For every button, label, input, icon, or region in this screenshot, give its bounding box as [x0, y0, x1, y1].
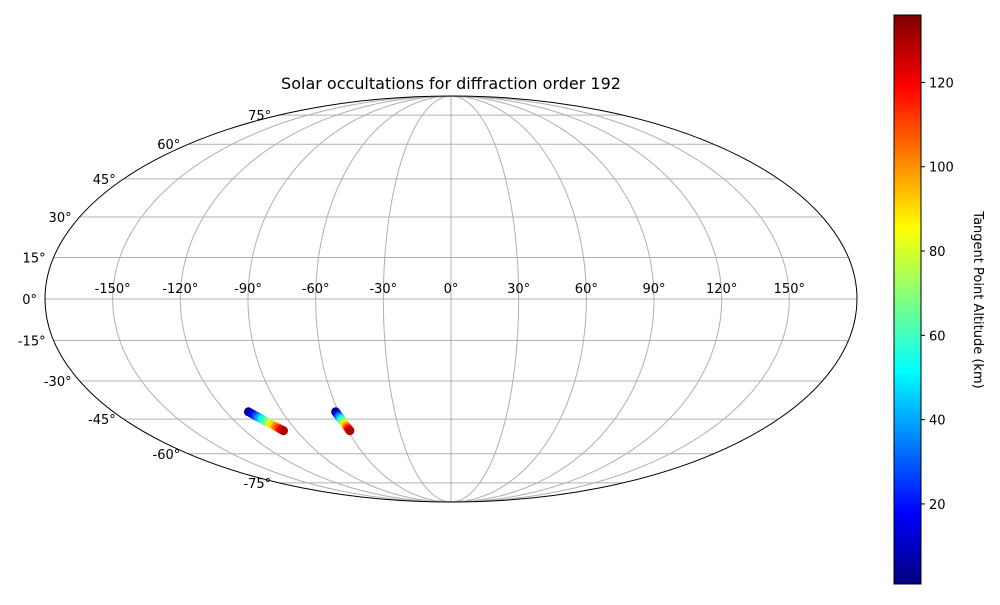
longitude-tick-labels: -150° -120° -90° -60° -30° 0° 30° 60° 90° 120° 150…: [95, 282, 805, 297]
occultation-point: [345, 426, 355, 436]
longitude-tick-label: 0°: [444, 282, 459, 297]
colorbar-gradient: [894, 15, 921, 584]
colorbar-label: Tangent Point Altitude (km): [970, 210, 985, 388]
longitude-tick-label: -90°: [234, 282, 262, 297]
latitude-tick-label: 45°: [93, 173, 116, 188]
latitude-tick-label: -60°: [153, 448, 181, 463]
longitude-tick-label: 60°: [575, 282, 598, 297]
data-points: [243, 407, 355, 436]
latitude-tick-label: 15°: [23, 251, 46, 266]
longitude-tick-label: 30°: [507, 282, 530, 297]
latitude-tick-label: -15°: [18, 335, 46, 350]
colorbar-frame: [893, 14, 922, 585]
latitude-tick-label: 0°: [22, 293, 37, 308]
map-outline: [44, 95, 858, 503]
colorbar-tick-label: 100: [929, 161, 954, 176]
colorbar-tick-label: 80: [929, 245, 946, 260]
colorbar-tick-label: 60: [929, 329, 946, 344]
occultation-point: [278, 426, 288, 436]
colorbar-tick-label: 20: [929, 498, 946, 513]
latitude-tick-label: -45°: [88, 413, 116, 428]
longitude-tick-label: -30°: [369, 282, 397, 297]
colorbar-tick-label: 40: [929, 414, 946, 429]
latitude-tick-label: 30°: [49, 211, 72, 226]
longitude-tick-label: -120°: [162, 282, 198, 297]
colorbar-ticks: 20 40 60 80 100 120: [921, 76, 954, 513]
graticule-grid: [45, 96, 857, 502]
longitude-tick-label: 150°: [774, 282, 805, 297]
longitude-tick-label: 120°: [706, 282, 737, 297]
longitude-tick-label: 90°: [642, 282, 665, 297]
chart-title: Solar occultations for diffraction order…: [281, 74, 621, 93]
longitude-tick-label: -60°: [302, 282, 330, 297]
latitude-tick-labels: -75° -60° -45° -30° -15° 0° 15° 30° 45° 60° 75°: [18, 109, 271, 492]
latitude-tick-label: 75°: [248, 109, 271, 124]
latitude-tick-label: -75°: [243, 477, 271, 492]
longitude-tick-label: -150°: [95, 282, 131, 297]
latitude-tick-label: 60°: [157, 138, 180, 153]
colorbar-tick-label: 120: [929, 76, 954, 91]
latitude-tick-label: -30°: [44, 375, 72, 390]
